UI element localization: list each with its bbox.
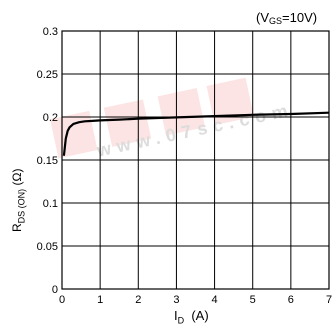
plot-frame — [61, 30, 330, 290]
y-tick-label: 0.05 — [37, 241, 58, 253]
condition-label: (VGS=10V) — [256, 10, 318, 26]
y-axis-title-main: R — [10, 223, 24, 232]
series-line — [62, 111, 330, 156]
x-tick-label: 6 — [288, 294, 294, 306]
x-tick-label: 1 — [97, 294, 103, 306]
x-axis-title-main: I — [174, 308, 178, 323]
y-axis-title-sub: DS (ON) — [16, 188, 27, 224]
y-axis-title: RDS (ON) (Ω) — [10, 169, 26, 232]
y-tick-label: 0.3 — [43, 26, 58, 38]
x-axis-title-unit: (A) — [184, 308, 209, 323]
condition-sub: GS — [269, 16, 283, 26]
x-tick-label: 5 — [250, 294, 256, 306]
y-tick-label: 0.25 — [37, 69, 58, 81]
x-tick-label: 0 — [59, 294, 65, 306]
y-tick-label: 0 — [52, 284, 58, 296]
y-tick-label: 0.2 — [43, 112, 58, 124]
x-axis-title-sub: D — [177, 315, 185, 326]
y-tick-label: 0.15 — [37, 155, 58, 167]
x-tick-label: 7 — [326, 294, 332, 306]
x-axis-title: ID (A) — [174, 308, 209, 326]
condition-rest: =10V) — [282, 10, 318, 25]
x-tick-label: 4 — [212, 294, 218, 306]
y-tick-label: 0.1 — [43, 198, 58, 210]
x-tick-label: 3 — [173, 294, 179, 306]
x-tick-label: 2 — [135, 294, 141, 306]
y-axis-title-unit: (Ω) — [10, 168, 24, 189]
condition-open: (V — [256, 10, 269, 25]
